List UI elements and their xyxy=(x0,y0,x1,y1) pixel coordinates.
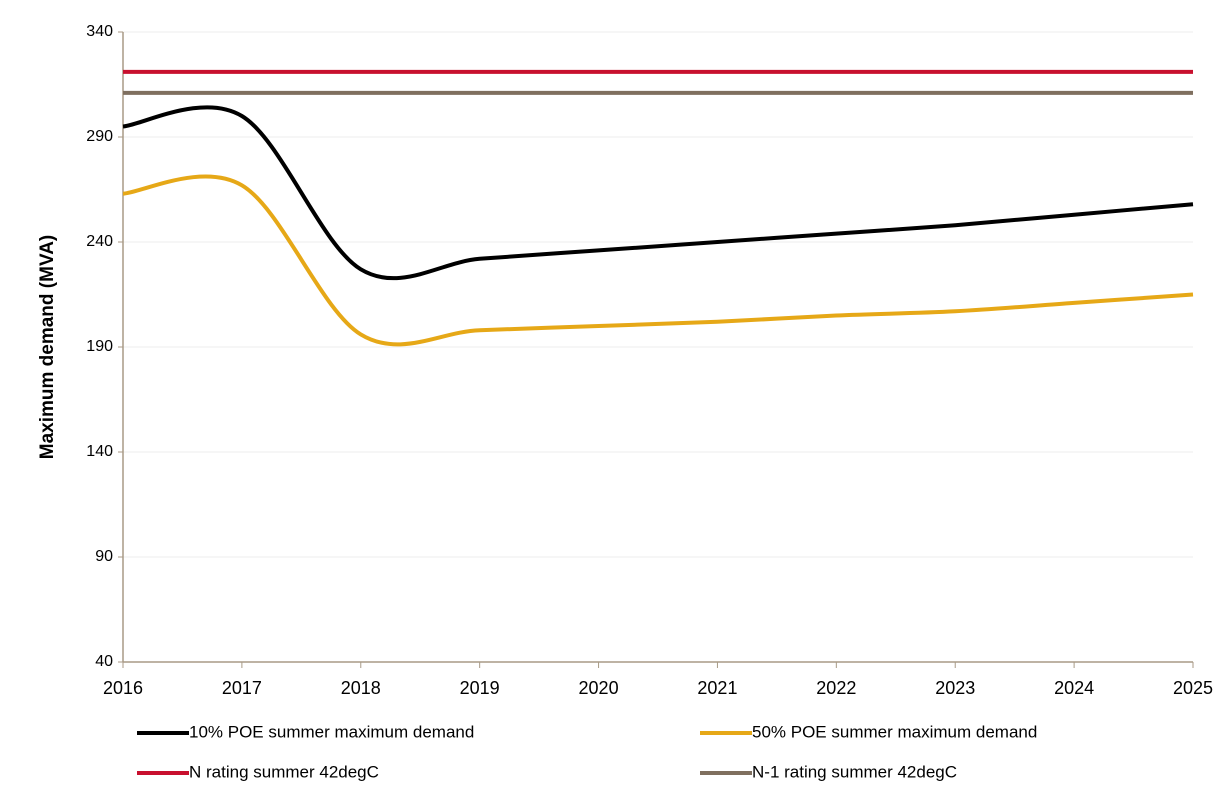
legend-label: 10% POE summer maximum demand xyxy=(189,722,474,741)
y-tick-label: 240 xyxy=(86,233,113,250)
x-tick-label: 2024 xyxy=(1054,678,1094,698)
legend-label: 50% POE summer maximum demand xyxy=(752,722,1037,741)
legend-label: N rating summer 42degC xyxy=(189,762,379,781)
legend-label: N-1 rating summer 42degC xyxy=(752,762,957,781)
y-tick-label: 90 xyxy=(95,548,113,565)
x-tick-label: 2021 xyxy=(697,678,737,698)
x-tick-label: 2023 xyxy=(935,678,975,698)
y-tick-label: 340 xyxy=(86,23,113,40)
y-tick-label: 290 xyxy=(86,128,113,145)
y-tick-label: 190 xyxy=(86,338,113,355)
data-line xyxy=(122,174,1194,347)
data-line xyxy=(122,105,1194,281)
x-tick-label: 2022 xyxy=(816,678,856,698)
y-tick-label: 40 xyxy=(95,653,113,670)
x-tick-label: 2020 xyxy=(579,678,619,698)
x-tick-label: 2025 xyxy=(1173,678,1213,698)
y-axis-label: Maximum demand (MVA) xyxy=(37,235,58,460)
x-tick-label: 2016 xyxy=(103,678,143,698)
y-tick-label: 140 xyxy=(86,443,113,460)
legend xyxy=(58,712,1210,796)
x-tick-label: 2018 xyxy=(341,678,381,698)
x-tick-label: 2019 xyxy=(460,678,500,698)
x-tick-label: 2017 xyxy=(222,678,262,698)
